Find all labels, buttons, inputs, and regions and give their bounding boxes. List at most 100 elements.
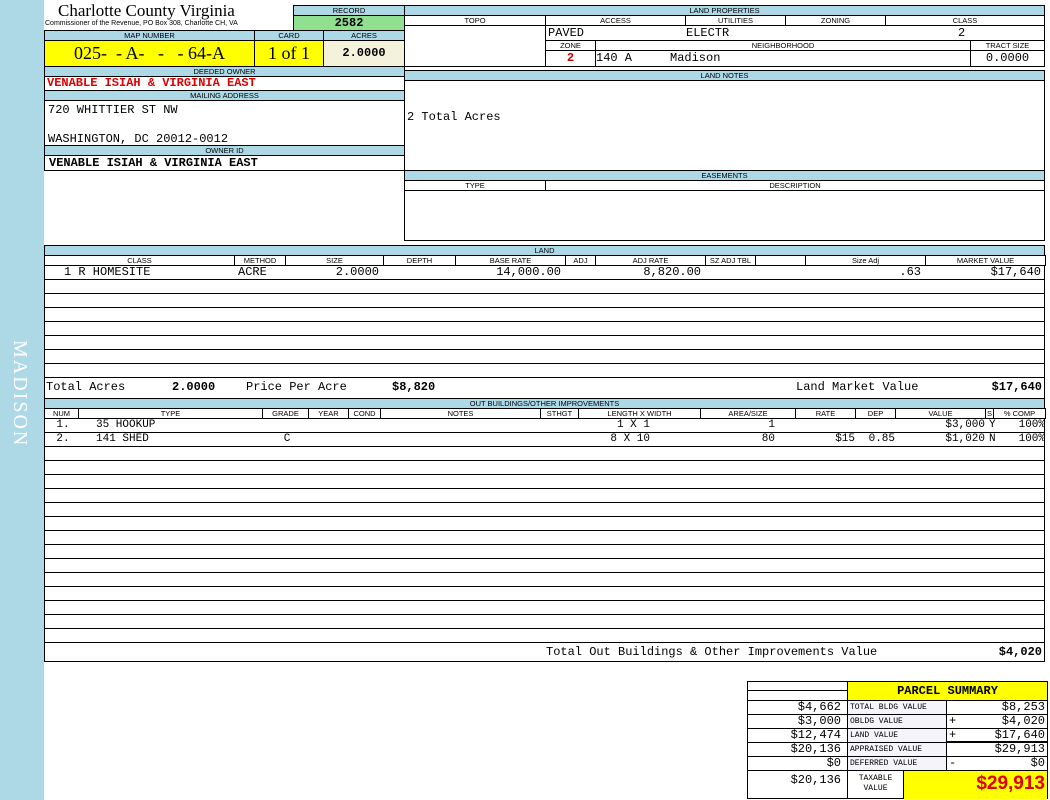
land-cell: 14,000.00 [496,265,561,279]
outbuilding-cell: 2. [56,433,70,445]
outbuilding-cell: 8 X 10 [610,433,650,445]
prior-value: $0 [748,757,848,771]
outbuilding-cell: $3,000 [945,419,985,431]
outbuilding-row [45,559,1044,573]
outbuilding-cell: Y [989,419,996,431]
outbuilding-cell: C [283,433,291,445]
deeded-owner: VENABLE ISIAH & VIRGINIA EAST [44,76,405,91]
summary-operator: - [946,757,1047,771]
outbuilding-row [45,587,1044,601]
neighborhood-code: 140 A [596,51,633,65]
land-row [45,336,1044,350]
district-sidebar: MADISON [0,0,44,800]
owner-id: VENABLE ISIAH & VIRGINIA EAST [44,155,405,171]
outbuilding-cell: $15 [835,433,855,445]
outbuilding-row [45,475,1044,489]
outbuilding-cell: 80 [761,433,775,445]
outbuilding-cell: 0.85 [868,433,895,445]
parcel-summary: PARCEL SUMMARY $4,662 TOTAL BLDG VALUE $8,… [747,681,1048,799]
prior-value: $3,000 [748,715,848,729]
class-value: 2 [958,26,966,40]
land-row [45,280,1044,294]
land-cell: $17,640 [990,265,1041,279]
outbuildings-table: 1. 35 HOOKUP 1 X 1 1 $3,000 Y 100% 2. 141 SHED C 8… [44,418,1045,662]
map-number: 025- - A- - - 64-A [44,40,255,67]
outbuilding-row [45,629,1044,643]
mailing-address: 720 WHITTIER ST NW WASHINGTON, DC 20012-… [44,100,405,146]
address-line-2: WASHINGTON, DC 20012-0012 [48,132,229,146]
land-notes-text: 2 Total Acres [404,80,1045,171]
land-table: 1 R HOMESITE ACRE 2.0000 14,000.00 8,820.00.… [44,265,1045,399]
outbuilding-cell: N [989,433,996,445]
prior-value: $20,136 [748,743,848,757]
land-row [45,350,1044,364]
total-acres: 2.0000 [172,380,216,394]
summary-label: APPRAISED VALUE [848,743,946,757]
outbuilding-cell: 1 [768,419,775,431]
outbuilding-cell: 100% [1018,433,1045,445]
outbuilding-cell: 35 HOOKUP [96,419,156,431]
summary-operator: + [946,715,1047,729]
utilities-value: ELECTR [686,26,730,40]
outbuilding-row [45,461,1044,475]
prior-value: $4,662 [748,701,848,715]
prior-value: $12,474 [748,729,848,743]
outbuilding-row [45,601,1044,615]
summary-value: $8,253 [1001,700,1045,714]
summary-value: $4,020 [1001,714,1045,728]
outbuilding-row [45,545,1044,559]
zone-value: 2 [545,50,596,67]
summary-value: $17,640 [994,728,1045,742]
land-cell: .63 [899,265,921,279]
outbuilding-row [45,503,1044,517]
land-cell: 8,820.00 [643,265,701,279]
easements-body [404,190,1045,241]
land-row [45,308,1044,322]
land-market-value-label: Land Market Value [796,380,919,394]
parcel-summary-title: PARCEL SUMMARY [848,682,1047,701]
land-cell: ACRE [238,265,267,279]
office-subtitle: Commissioner of the Revenue, PO Box 308,… [45,20,238,27]
card-number: 1 of 1 [254,40,324,67]
district-label: MADISON [9,340,31,448]
summary-label: TOTAL BLDG VALUE [848,701,946,715]
total-acres-label: Total Acres [46,380,126,394]
summary-label: DEFERRED VALUE [848,757,946,771]
outbuilding-row [45,489,1044,503]
access-value: PAVED [548,26,585,40]
taxable-value-label: TAXABLE VALUE [858,774,893,793]
outbuildings-total: $4,020 [998,645,1042,659]
outbuilding-row [45,615,1044,629]
outbuilding-cell: 100% [1018,419,1045,431]
prior-taxable-value: $20,136 [748,771,848,799]
summary-operator: + [946,729,1047,743]
tract-size-value: 0.0000 [970,50,1045,67]
land-row [45,322,1044,336]
neighborhood-name: Madison [670,51,721,65]
outbuilding-cell: 1. [56,419,70,431]
summary-label: LAND VALUE [848,729,946,743]
outbuilding-cell: 141 SHED [96,433,149,445]
county-title: Charlotte County Virginia [58,1,235,20]
record-number: 2582 [293,15,405,31]
outbuilding-cell: 1 X 1 [616,419,650,431]
address-line-1: 720 WHITTIER ST NW [48,103,178,117]
outbuilding-row: 2. 141 SHED C 8 X 10 80 $15 0.85 $1,020 N 100% [45,433,1044,447]
outbuildings-total-label: Total Out Buildings & Other Improvements… [546,645,878,659]
land-market-value: $17,640 [991,380,1042,394]
summary-operator [946,701,1047,715]
acres-value: 2.0000 [323,40,405,67]
outbuilding-row [45,531,1044,545]
land-cell: 1 R HOMESITE [64,265,151,279]
summary-operator [946,743,1047,757]
outbuilding-row: 1. 35 HOOKUP 1 X 1 1 $3,000 Y 100% [45,419,1044,433]
land-cell: 2.0000 [335,265,379,279]
taxable-value: $29,913 [903,771,1047,799]
outbuilding-row [45,517,1044,531]
price-per-acre: $8,820 [392,380,436,394]
summary-label: OBLDG VALUE [848,715,946,729]
outbuilding-cell: $1,020 [945,433,985,445]
land-row [45,364,1044,378]
land-row [45,294,1044,308]
land-row: 1 R HOMESITE ACRE 2.0000 14,000.00 8,820.00.… [45,266,1044,280]
